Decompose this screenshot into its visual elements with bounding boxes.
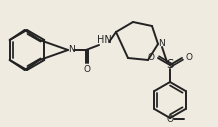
Text: N: N bbox=[68, 45, 74, 54]
Text: O: O bbox=[83, 65, 90, 74]
Text: HN: HN bbox=[97, 35, 111, 45]
Text: S: S bbox=[166, 59, 174, 72]
Text: O: O bbox=[167, 115, 174, 123]
Text: O: O bbox=[148, 53, 155, 62]
Text: O: O bbox=[186, 53, 192, 62]
Text: N: N bbox=[158, 39, 164, 49]
